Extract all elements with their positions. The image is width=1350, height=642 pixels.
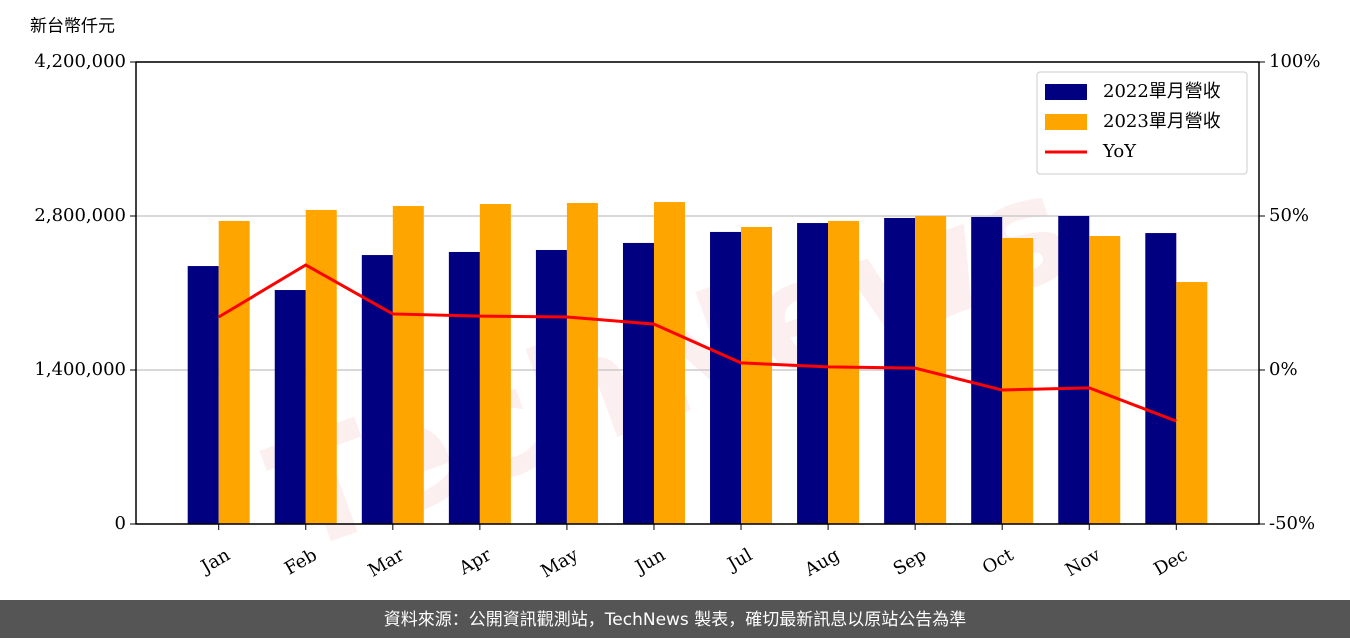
bar <box>741 227 773 524</box>
bar <box>392 205 424 525</box>
y2-tick-label: 50% <box>1269 205 1309 226</box>
legend-label: YoY <box>1102 141 1137 162</box>
bar <box>797 223 829 525</box>
footer-text: 資料來源：公開資訊觀測站，TechNews 製表，確切最新訊息以原站公告為準 <box>384 610 966 630</box>
bar <box>566 203 598 524</box>
legend-label: 2023單月營收 <box>1103 111 1221 132</box>
y2-tick-label: -50% <box>1269 513 1315 534</box>
bar <box>1002 238 1034 524</box>
bar <box>1145 233 1177 525</box>
bar <box>653 202 685 524</box>
bar <box>971 216 1003 525</box>
y-tick-label: 0 <box>115 513 126 534</box>
legend-box <box>1036 71 1248 175</box>
y2-tick-label: 100% <box>1269 51 1320 72</box>
bar <box>884 217 916 525</box>
bar <box>1089 236 1121 524</box>
y2-tick-label: 0% <box>1269 359 1298 380</box>
bar <box>1176 282 1208 524</box>
y-tick-label: 1,400,000 <box>34 359 126 380</box>
footer-band <box>0 600 1350 638</box>
y-axis-label: 新台幣仟元 <box>30 17 115 37</box>
bar <box>622 242 654 524</box>
bar <box>305 209 337 524</box>
bar <box>479 204 511 524</box>
bar <box>710 231 742 524</box>
bar <box>361 255 393 525</box>
plot-frame <box>135 61 1260 525</box>
bar <box>187 266 219 524</box>
line <box>217 263 1177 423</box>
bar <box>218 220 250 524</box>
y-tick-label: 4,200,000 <box>34 51 126 72</box>
bar <box>274 290 306 524</box>
bar <box>1058 216 1090 524</box>
legend-label: 2022單月營收 <box>1103 81 1221 102</box>
y-tick-label: 2,800,000 <box>34 205 126 226</box>
bar <box>535 249 567 525</box>
legend-swatch <box>1045 84 1087 100</box>
bar <box>828 220 860 524</box>
legend-swatch <box>1045 114 1087 130</box>
bar <box>448 251 480 524</box>
